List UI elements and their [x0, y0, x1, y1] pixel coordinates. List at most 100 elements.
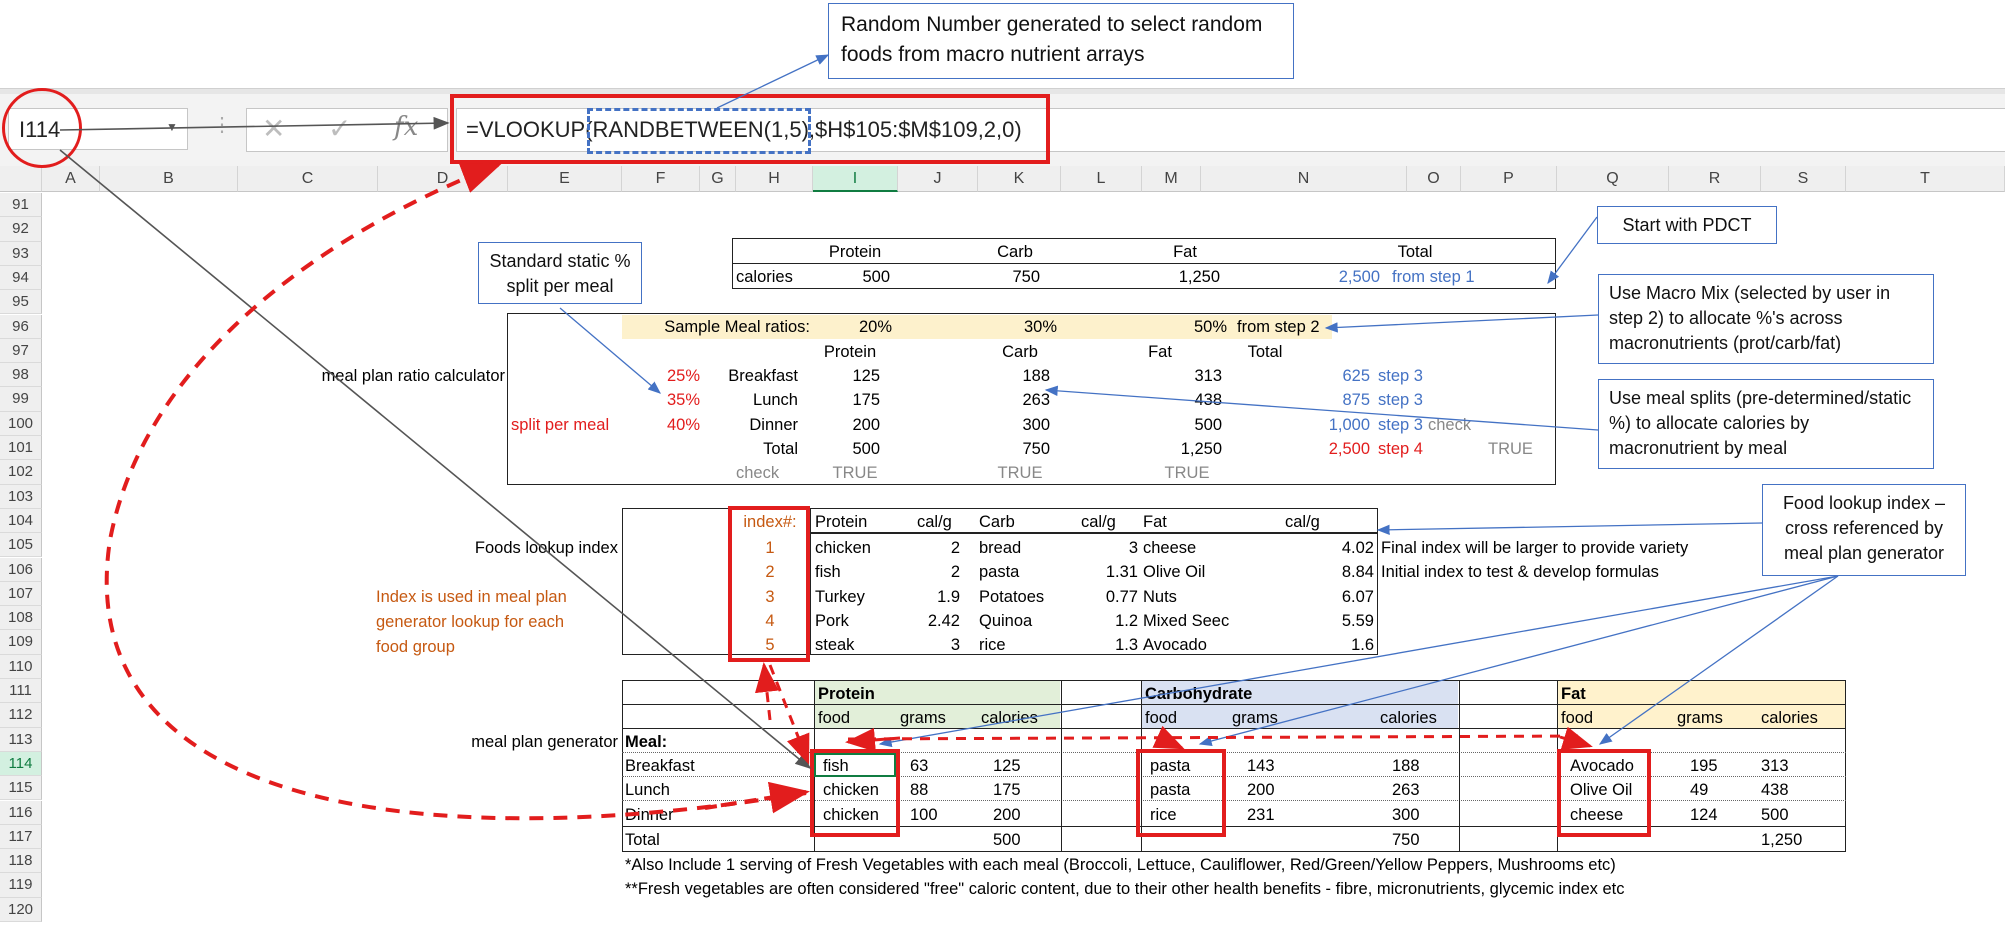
meal-protein: 200: [852, 415, 880, 434]
row-header-116[interactable]: 116: [0, 800, 42, 825]
column-header-d[interactable]: D: [378, 166, 508, 192]
sub-calories: calories: [1380, 709, 1437, 727]
protein-calories: 125: [993, 757, 1021, 775]
fat-calg: 6.07: [1341, 587, 1374, 606]
column-header-t[interactable]: T: [1846, 166, 2005, 192]
meal-total: 2,500: [1328, 439, 1370, 458]
column-header-e[interactable]: E: [508, 166, 622, 192]
fat-calories: 313: [1761, 757, 1789, 775]
column-header-j[interactable]: J: [898, 166, 978, 192]
carb-food: rice: [979, 636, 1006, 655]
row-header-107[interactable]: 107: [0, 581, 42, 607]
row-header-105[interactable]: 105: [0, 533, 42, 558]
chevron-down-icon[interactable]: ▼: [166, 120, 178, 134]
row-header-101[interactable]: 101: [0, 436, 42, 461]
row-header-113[interactable]: 113: [0, 727, 42, 752]
protein-food[interactable]: fish: [823, 757, 849, 775]
arrow: [1376, 522, 1763, 535]
callout-random-number: Random Number generated to select random…: [828, 3, 1294, 79]
fat-food[interactable]: Avocado: [1570, 757, 1634, 775]
fat-food[interactable]: Olive Oil: [1570, 781, 1633, 800]
check-icon[interactable]: ✓: [328, 113, 352, 144]
column-header-a[interactable]: A: [42, 166, 100, 192]
row-header-112[interactable]: 112: [0, 703, 42, 728]
column-header-l[interactable]: L: [1061, 166, 1142, 192]
carb-food[interactable]: pasta: [1150, 781, 1191, 800]
carb-calories: 263: [1392, 781, 1420, 800]
column-header-r[interactable]: R: [1669, 166, 1761, 192]
step-label: step 4: [1378, 439, 1423, 458]
row-header-96[interactable]: 96: [0, 314, 42, 339]
sub-grams: grams: [900, 709, 946, 727]
row-header-97[interactable]: 97: [0, 338, 42, 364]
row-header-91[interactable]: 91: [0, 193, 42, 218]
carb-food: Potatoes: [979, 587, 1045, 606]
protein-food[interactable]: chicken: [823, 781, 879, 800]
fat-calg: 5.59: [1341, 611, 1374, 630]
true-right: TRUE: [1488, 440, 1533, 458]
row-header-99[interactable]: 99: [0, 387, 42, 412]
sub-grams: grams: [1677, 709, 1723, 727]
fi-header-calg1: cal/g: [917, 513, 952, 531]
row-header-114[interactable]: 114: [0, 751, 42, 777]
select-all-corner[interactable]: [0, 166, 42, 192]
selected-cell[interactable]: [814, 753, 896, 777]
carb-food: pasta: [979, 563, 1020, 582]
fat-food[interactable]: cheese: [1570, 805, 1624, 824]
divider: [622, 776, 1846, 777]
row-header-98[interactable]: 98: [0, 363, 42, 388]
row-header-118[interactable]: 118: [0, 849, 42, 874]
carb-food-highlight: [1136, 749, 1226, 837]
column-header-c[interactable]: C: [238, 166, 378, 192]
row-header-115[interactable]: 115: [0, 776, 42, 801]
column-header-o[interactable]: O: [1407, 166, 1461, 192]
cancel-icon[interactable]: ✕: [262, 113, 286, 144]
column-header-i[interactable]: I: [813, 166, 898, 192]
meal-total: 875: [1342, 391, 1370, 410]
row-header-120[interactable]: 120: [0, 897, 42, 922]
column-header-s[interactable]: S: [1761, 166, 1846, 192]
meal-name: Total: [763, 439, 798, 458]
row-header-109[interactable]: 109: [0, 630, 42, 655]
row-header-100[interactable]: 100: [0, 411, 42, 436]
carb-food[interactable]: pasta: [1150, 757, 1191, 775]
protein-food: Pork: [815, 611, 849, 630]
rc-header-total: Total: [1247, 343, 1283, 361]
formula-text: =VLOOKUP(RANDBETWEEN(1,5),$H$105:$M$109,…: [466, 117, 1022, 142]
protein-calories: 200: [993, 805, 1021, 824]
fat-calg: 4.02: [1341, 539, 1374, 557]
row-header-117[interactable]: 117: [0, 824, 42, 850]
column-header-q[interactable]: Q: [1557, 166, 1669, 192]
fat-calories: 500: [1761, 805, 1789, 824]
meal-name: Dinner: [625, 805, 674, 824]
column-header-g[interactable]: G: [700, 166, 736, 192]
protein-food-highlight: [810, 749, 900, 837]
row-header-119[interactable]: 119: [0, 873, 42, 898]
column-header-k[interactable]: K: [978, 166, 1061, 192]
formula-input[interactable]: [456, 108, 2005, 152]
carb-calg: 1.2: [1115, 611, 1138, 630]
row-header-106[interactable]: 106: [0, 557, 42, 582]
row-header-95[interactable]: 95: [0, 290, 42, 315]
row-header-103[interactable]: 103: [0, 484, 42, 509]
initial-index-note: Initial index to test & develop formulas: [1381, 563, 1659, 581]
protein-food[interactable]: chicken: [823, 805, 879, 824]
row-header-104[interactable]: 104: [0, 508, 42, 534]
column-header-n[interactable]: N: [1201, 166, 1407, 192]
rc-header-fat: Fat: [1148, 343, 1172, 361]
column-header-p[interactable]: P: [1461, 166, 1557, 192]
row-header-110[interactable]: 110: [0, 654, 42, 679]
function-icon[interactable]: fx: [394, 112, 419, 142]
row-header-111[interactable]: 111: [0, 679, 42, 704]
column-header-h[interactable]: H: [736, 166, 813, 192]
row-header-93[interactable]: 93: [0, 241, 42, 266]
carb-food[interactable]: rice: [1150, 805, 1177, 824]
row-header-92[interactable]: 92: [0, 217, 42, 242]
column-header-m[interactable]: M: [1142, 166, 1201, 192]
column-header-f[interactable]: F: [622, 166, 700, 192]
row-header-108[interactable]: 108: [0, 606, 42, 631]
total-carb: 750: [1392, 831, 1420, 849]
row-header-94[interactable]: 94: [0, 265, 42, 291]
column-header-b[interactable]: B: [100, 166, 238, 192]
row-header-102[interactable]: 102: [0, 460, 42, 485]
